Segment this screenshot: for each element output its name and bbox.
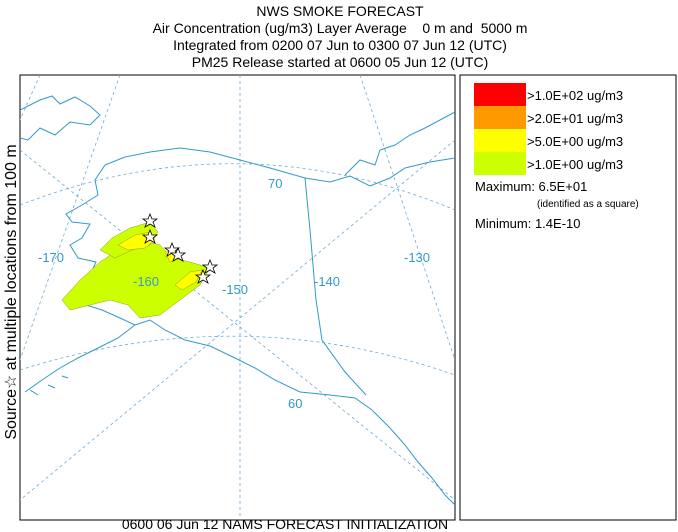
- legend-swatch: [474, 129, 526, 152]
- longitude-label: -140: [314, 274, 340, 289]
- title: NWS SMOKE FORECAST: [256, 3, 424, 19]
- subtitle: Air Concentration (ug/m3) Layer Average …: [153, 20, 528, 36]
- subtitle: Integrated from 0200 07 Jun to 0300 07 J…: [173, 37, 507, 53]
- map: -170 -160 -150 -140 -130 70 60: [19, 74, 456, 521]
- minimum: Minimum: 1.4E-10: [475, 216, 580, 231]
- maximum-note: (identified as a square): [537, 199, 639, 210]
- legend-label: >1.0E+02 ug/m3: [527, 88, 623, 103]
- latitude-label: 70: [268, 176, 282, 191]
- maximum: Maximum: 6.5E+01: [475, 179, 587, 194]
- coastline: [20, 95, 455, 506]
- longitude-label: -150: [222, 282, 248, 297]
- legend: >1.0E+02 ug/m3 >2.0E+01 ug/m3 >5.0E+00 ug/…: [459, 74, 677, 521]
- longitude-label: -160: [133, 274, 159, 289]
- longitude-label: -170: [38, 250, 64, 265]
- smoke-plumes: [61, 221, 211, 319]
- legend-label: >1.0E+00 ug/m3: [527, 157, 623, 172]
- legend-swatch: [474, 83, 526, 106]
- source-label: Source☆ at multiple locations from 100 m: [3, 144, 20, 439]
- legend-label: >2.0E+01 ug/m3: [527, 111, 623, 126]
- legend-swatch: [474, 152, 526, 175]
- latitude-label: 60: [288, 396, 302, 411]
- subtitle: PM25 Release started at 0600 05 Jun 12 (…: [192, 54, 489, 70]
- footer: 0600 06 Jun 12 NAMS FORECAST INITIALIZAT…: [122, 516, 448, 532]
- longitude-label: -130: [404, 250, 430, 265]
- legend-swatch: [474, 106, 526, 129]
- source-markers: [141, 212, 219, 284]
- graticule: [20, 75, 455, 520]
- legend-label: >5.0E+00 ug/m3: [527, 134, 623, 149]
